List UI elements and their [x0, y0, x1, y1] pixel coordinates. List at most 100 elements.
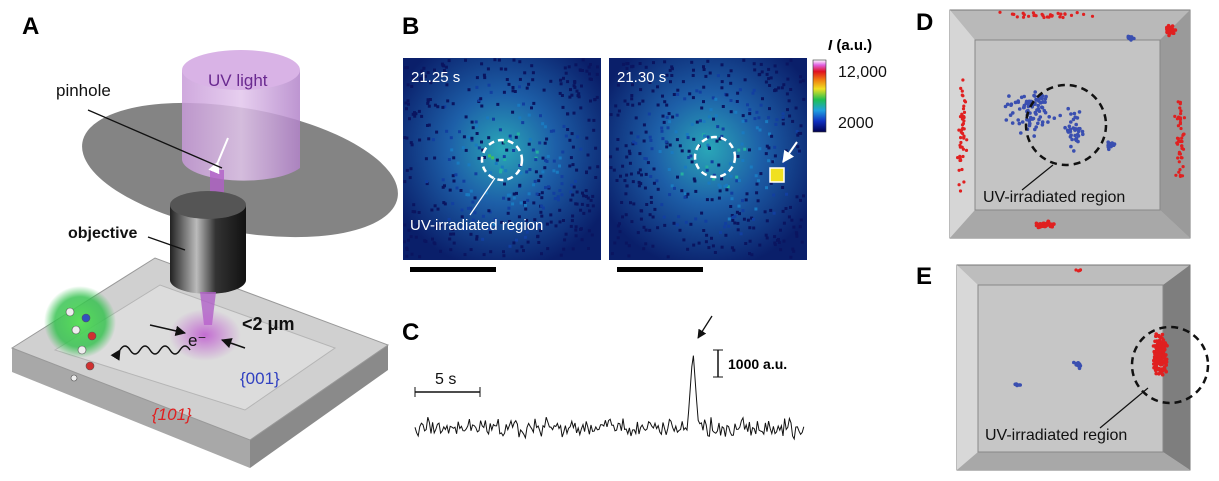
- molecule-dot: [1058, 113, 1062, 118]
- crystal-facet: [1160, 10, 1190, 238]
- pixel: [702, 68, 706, 71]
- pixel: [768, 107, 771, 111]
- pixel: [525, 86, 529, 90]
- molecule-dot: [1153, 339, 1157, 344]
- pixel: [481, 148, 485, 152]
- pixel: [452, 156, 456, 160]
- pixel: [568, 138, 572, 142]
- molecule-dot: [1161, 346, 1166, 351]
- pixel: [474, 172, 478, 176]
- molecule-dot: [1175, 117, 1179, 121]
- pixel: [477, 156, 481, 160]
- molecule-dot: [1013, 382, 1017, 387]
- pixel: [483, 76, 487, 80]
- pixel: [688, 92, 692, 96]
- pixel: [765, 72, 769, 76]
- pixel: [559, 82, 563, 86]
- arrow: [697, 315, 713, 339]
- pixel: [409, 141, 413, 145]
- pixel: [505, 78, 509, 81]
- pixel: [427, 137, 431, 141]
- pixel: [680, 172, 684, 176]
- arrow: [149, 324, 187, 337]
- pixel: [639, 217, 643, 221]
- pixel: [648, 228, 652, 232]
- pixel: [535, 150, 539, 154]
- pixel: [406, 99, 410, 103]
- molecule-dot: [1075, 132, 1080, 137]
- pixel: [640, 209, 644, 213]
- molecule-dot: [1082, 12, 1086, 16]
- pixel: [595, 95, 599, 99]
- pixel: [451, 102, 455, 106]
- pixel: [477, 146, 481, 150]
- pixel: [773, 89, 777, 93]
- pixel: [645, 203, 649, 206]
- molecule-dot: [1058, 15, 1062, 19]
- pixel: [787, 215, 791, 219]
- molecule-dot: [1069, 133, 1073, 137]
- pixel: [692, 137, 696, 141]
- pixel: [497, 58, 501, 62]
- pixel: [554, 224, 558, 228]
- pixel: [744, 198, 748, 202]
- pixel: [480, 140, 483, 144]
- pixel: [420, 69, 424, 73]
- pixel: [733, 221, 737, 225]
- molecule-dot: [1017, 121, 1022, 126]
- pixel: [625, 184, 629, 188]
- molecule-dot: [957, 183, 961, 187]
- pixel: [636, 135, 640, 139]
- molecule-dot: [1030, 117, 1035, 121]
- pixel: [422, 66, 426, 70]
- pixel: [539, 229, 542, 233]
- pixel: [489, 250, 493, 254]
- pixel: [737, 179, 741, 182]
- pixel: [800, 240, 804, 244]
- pixel: [574, 179, 577, 183]
- pixel: [544, 186, 547, 190]
- pixel: [620, 201, 624, 204]
- molecule-dot: [1043, 100, 1047, 104]
- pixel: [775, 118, 779, 122]
- pixel: [513, 90, 517, 93]
- pixel: [627, 149, 631, 153]
- pixel: [665, 115, 669, 119]
- pixel: [543, 141, 547, 145]
- pixel: [507, 82, 511, 86]
- pixel: [717, 139, 721, 143]
- pixel: [773, 243, 777, 247]
- pixel: [622, 62, 625, 66]
- pixel: [660, 203, 664, 207]
- pixel: [579, 147, 583, 151]
- pixel: [656, 226, 660, 230]
- pixel: [686, 247, 690, 251]
- pixel: [572, 84, 576, 88]
- molecule-dot: [1040, 224, 1045, 228]
- colorbar-min: 2000: [838, 115, 874, 132]
- molecule-dot: [1069, 144, 1073, 149]
- pixel: [405, 66, 409, 70]
- pixel: [405, 248, 409, 251]
- pixel: [717, 196, 721, 200]
- pixel: [508, 134, 512, 138]
- molecule-dot: [1026, 108, 1030, 113]
- pixel: [746, 103, 749, 107]
- pixel: [676, 175, 679, 179]
- pixel: [764, 80, 768, 84]
- facet-label: {101}: [152, 405, 192, 424]
- pixel: [702, 100, 705, 104]
- pixel: [663, 223, 667, 227]
- pixel: [621, 164, 625, 168]
- pixel: [495, 158, 499, 162]
- leader: [87, 109, 223, 169]
- pixel: [765, 219, 769, 223]
- molecule-dot: [1176, 156, 1180, 160]
- pixel: [512, 241, 516, 245]
- pixel: [566, 80, 570, 84]
- pixel: [531, 148, 535, 152]
- pixel: [561, 150, 565, 154]
- time-label: 21.30 s: [617, 69, 666, 86]
- pixel: [419, 79, 423, 83]
- pixel: [737, 148, 741, 152]
